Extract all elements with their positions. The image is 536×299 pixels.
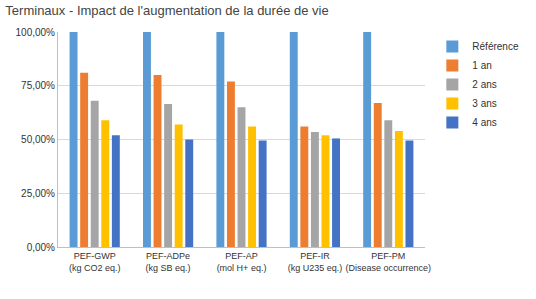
svg-text:PEF-AP(mol H+ eq.): PEF-AP(mol H+ eq.) bbox=[217, 251, 267, 273]
svg-text:2 ans: 2 ans bbox=[472, 79, 496, 90]
svg-text:100,00%: 100,00% bbox=[16, 27, 56, 38]
svg-text:50,00%: 50,00% bbox=[21, 134, 55, 145]
svg-text:25,00%: 25,00% bbox=[21, 188, 55, 199]
svg-text:PEF-IR(kg U235 eq.): PEF-IR(kg U235 eq.) bbox=[288, 251, 343, 273]
svg-text:3 ans: 3 ans bbox=[472, 98, 496, 109]
svg-text:Terminaux - Impact de l'augmen: Terminaux - Impact de l'augmentation de … bbox=[5, 3, 328, 18]
svg-text:PEF-PM(Disease occurrence): PEF-PM(Disease occurrence) bbox=[346, 251, 432, 273]
svg-text:0,00%: 0,00% bbox=[27, 242, 55, 253]
svg-text:Référence: Référence bbox=[472, 41, 519, 52]
svg-text:PEF-GWP(kg CO2 eq.): PEF-GWP(kg CO2 eq.) bbox=[69, 251, 121, 273]
svg-text:75,00%: 75,00% bbox=[21, 80, 55, 91]
svg-text:4 ans: 4 ans bbox=[472, 117, 496, 128]
svg-text:PEF-ADPe(kg SB eq.): PEF-ADPe(kg SB eq.) bbox=[146, 251, 191, 273]
svg-text:1 an: 1 an bbox=[472, 60, 491, 71]
